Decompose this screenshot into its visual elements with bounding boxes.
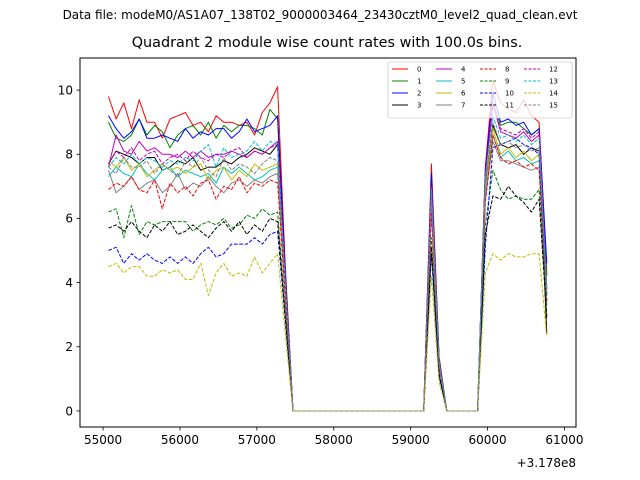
x-tick-label: 59000 [392,433,430,447]
series-line-11 [108,185,548,412]
series-line-4 [108,102,548,412]
plot-area-frame [79,57,577,428]
legend-label-10: 10 [505,90,514,98]
y-tick-label: 4 [65,276,73,290]
series-line-12 [108,105,548,412]
series-line-0 [108,80,548,412]
chart-title: Quadrant 2 module wise count rates with … [131,35,523,51]
x-tick-label: 57000 [238,433,276,447]
x-tick-label: 55000 [84,433,122,447]
y-tick-label: 6 [65,212,73,226]
series-line-13 [108,115,548,412]
legend-label-13: 13 [549,78,558,86]
legend-label-14: 14 [549,90,558,98]
series-line-3 [108,124,548,412]
legend-label-15: 15 [549,102,558,110]
series-line-9 [108,169,548,412]
series-line-15 [108,121,548,412]
series-line-1 [108,102,548,412]
legend-label-9: 9 [505,78,509,86]
series-line-7 [108,140,548,412]
legend-label-4: 4 [461,66,466,74]
legend-box [387,61,573,119]
legend-label-2: 2 [417,90,421,98]
x-axis-offset-label: +3.178e8 [517,456,576,470]
y-tick-label: 8 [65,148,73,162]
legend-label-6: 6 [461,90,466,98]
y-tick-label: 0 [65,404,73,418]
y-tick-label: 10 [58,83,73,97]
series-line-10 [108,137,548,412]
x-tick-label: 58000 [315,433,353,447]
y-tick-label: 2 [65,340,73,354]
legend-label-12: 12 [549,66,558,74]
x-tick-label: 60000 [468,433,506,447]
series-line-6 [108,128,548,412]
axis-layer: 55000 56000 57000 58000 59000 60000 61000 0 2 4 6 8… [58,83,584,447]
series-line-14 [108,253,548,412]
legend-label-8: 8 [505,66,509,74]
legend-label-11: 11 [505,102,514,110]
legend-label-7: 7 [461,102,465,110]
legend-label-5: 5 [461,78,465,86]
series-line-5 [108,134,548,412]
series-layer [108,80,548,412]
x-tick-label: 61000 [545,433,583,447]
legend-label-0: 0 [417,66,421,74]
x-tick-label: 56000 [161,433,199,447]
series-line-8 [108,134,548,412]
legend-label-3: 3 [417,102,421,110]
data-file-caption: Data file: modeM0/AS1A07_138T02_90000034… [62,8,578,22]
legend-label-1: 1 [417,78,421,86]
